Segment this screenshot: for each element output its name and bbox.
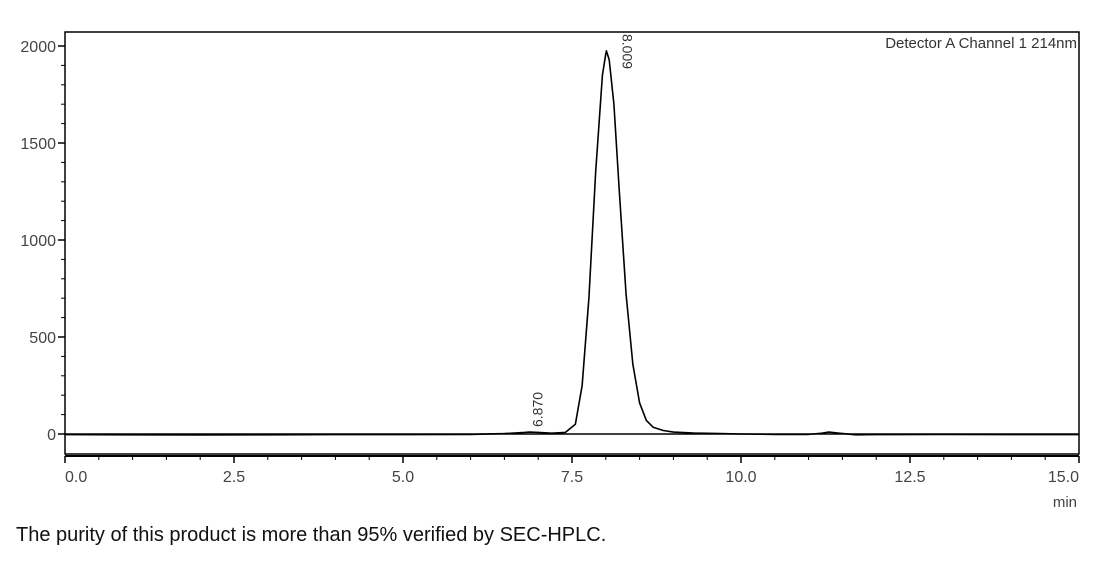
y-tick-label: 0	[47, 427, 56, 444]
chromatogram-trace	[64, 50, 1079, 436]
plot-frame	[64, 31, 1080, 455]
x-tick-label: 12.5	[894, 469, 925, 486]
chromatogram-chart: 0 500 1000 1500 2000 0.0 2.5 5.0 7.5 10.0 12.5 15.…	[20, 31, 1080, 511]
peak-labels: 6.870 8.009	[529, 34, 635, 427]
detector-label: Detector A Channel 1 214nm	[885, 35, 1077, 52]
purity-caption: The purity of this product is more than …	[16, 524, 607, 546]
x-tick-label: 10.0	[725, 469, 756, 486]
x-tick-label: 2.5	[223, 469, 245, 486]
y-tick-label: 1500	[20, 136, 56, 153]
y-tick-label: 500	[29, 330, 56, 347]
y-tick-label: 2000	[20, 39, 56, 56]
y-tick-label: 1000	[20, 233, 56, 250]
y-axis: 0 500 1000 1500 2000	[20, 39, 65, 444]
x-tick-label: 5.0	[392, 469, 414, 486]
x-unit-label: min	[1053, 494, 1077, 511]
peak-label: 8.009	[619, 34, 635, 69]
x-tick-label: 7.5	[561, 469, 583, 486]
x-axis: 0.0 2.5 5.0 7.5 10.0 12.5 15.0	[64, 456, 1080, 486]
x-tick-label: 15.0	[1048, 469, 1079, 486]
x-tick-label: 0.0	[65, 469, 87, 486]
peak-label: 6.870	[529, 392, 545, 427]
